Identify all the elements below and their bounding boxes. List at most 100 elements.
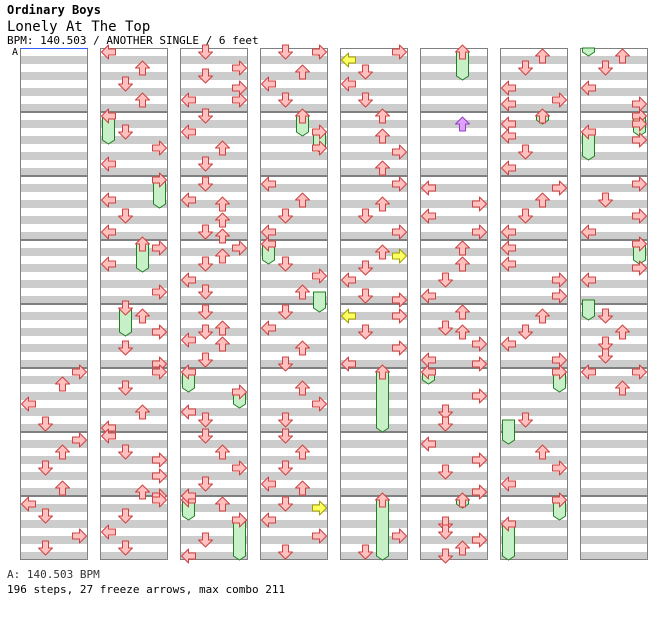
measure-stripe (100, 136, 168, 144)
freeze-head-arrow (312, 124, 327, 140)
measure-stripe (580, 136, 648, 144)
measure-border (420, 304, 488, 368)
step-arrow (598, 60, 613, 76)
measure-stripe (100, 168, 168, 176)
step-arrow (181, 124, 196, 140)
colored-step-arrow (455, 116, 470, 132)
measure-stripe (580, 264, 648, 272)
measure-stripe (340, 152, 408, 160)
measure-stripe (20, 152, 88, 160)
step-arrow (215, 336, 230, 352)
measure-stripe (20, 168, 88, 176)
measure-stripe (100, 472, 168, 480)
step-arrow (501, 476, 516, 492)
step-arrow (501, 240, 516, 256)
measure-border (420, 112, 488, 176)
step-arrow (455, 304, 470, 320)
step-arrow (455, 256, 470, 272)
step-arrow (552, 460, 567, 476)
measure-stripe (180, 312, 248, 320)
colored-step-arrow (341, 52, 356, 68)
step-arrow (72, 364, 87, 380)
measure-stripe (340, 104, 408, 112)
measure-stripe (100, 312, 168, 320)
step-arrow (232, 512, 247, 528)
step-arrow (552, 288, 567, 304)
measure-stripe (20, 216, 88, 224)
step-arrow (472, 484, 487, 500)
measure-stripe (340, 424, 408, 432)
step-arrow (135, 60, 150, 76)
measure-stripe (180, 120, 248, 128)
measure-stripe (20, 248, 88, 256)
measure-border (100, 368, 168, 432)
measure-stripe (500, 312, 568, 320)
freeze-head-arrow (295, 108, 310, 124)
step-arrow (232, 240, 247, 256)
freeze-arrow (376, 371, 389, 433)
measure-stripe (100, 360, 168, 368)
step-arrow (615, 324, 630, 340)
measure-border (260, 496, 328, 560)
measure-stripe (340, 504, 408, 512)
measure-border (260, 240, 328, 304)
step-arrow (392, 144, 407, 160)
measure-border (580, 176, 648, 240)
step-arrow (261, 320, 276, 336)
step-arrow (101, 524, 116, 540)
step-arrow (181, 92, 196, 108)
measure-stripe (20, 328, 88, 336)
measure-stripe (180, 184, 248, 192)
step-arrow (581, 80, 596, 96)
step-arrow (552, 364, 567, 380)
measure-stripe (580, 184, 648, 192)
measure-stripe (340, 536, 408, 544)
measure-stripe (100, 72, 168, 80)
step-arrow (552, 180, 567, 196)
measure-stripe (420, 472, 488, 480)
measure-stripe (340, 408, 408, 416)
step-arrow (615, 48, 630, 64)
artist-name: Ordinary Boys (7, 3, 101, 17)
measure-border (20, 432, 88, 496)
bpm-marker-label: A (12, 47, 19, 58)
colored-step-arrow (312, 500, 327, 516)
measure-stripe (420, 88, 488, 96)
step-arrow (358, 208, 373, 224)
measure-stripe (20, 536, 88, 544)
freeze-head-arrow (501, 516, 516, 532)
measure-stripe (100, 456, 168, 464)
measure-border (180, 48, 248, 112)
step-arrow (392, 224, 407, 240)
measure-stripe (180, 328, 248, 336)
step-arrow (632, 208, 647, 224)
step-arrow (152, 140, 167, 156)
measure-stripe (580, 440, 648, 448)
measure-stripe (500, 360, 568, 368)
measure-stripe (500, 88, 568, 96)
step-arrow (198, 304, 213, 320)
colored-step-arrow (392, 248, 407, 264)
step-arrow (215, 196, 230, 212)
measure-stripe (100, 264, 168, 272)
step-arrow (278, 496, 293, 512)
freeze-head-arrow (455, 492, 470, 508)
measure-stripe (420, 184, 488, 192)
step-arrow (181, 332, 196, 348)
measure-stripe (260, 136, 328, 144)
measure-stripe (20, 280, 88, 288)
measure-stripe (340, 232, 408, 240)
freeze-head-arrow (581, 124, 596, 140)
song-title: Lonely At The Top (7, 19, 151, 35)
measure-stripe (180, 408, 248, 416)
step-arrow (152, 240, 167, 256)
step-arrow (232, 460, 247, 476)
measure-stripe (340, 200, 408, 208)
step-arrow (392, 292, 407, 308)
measure-stripe (340, 376, 408, 384)
step-arrow (232, 60, 247, 76)
measure-stripe (20, 232, 88, 240)
measure-stripe (20, 504, 88, 512)
step-arrow (21, 396, 36, 412)
measure-border (180, 112, 248, 176)
